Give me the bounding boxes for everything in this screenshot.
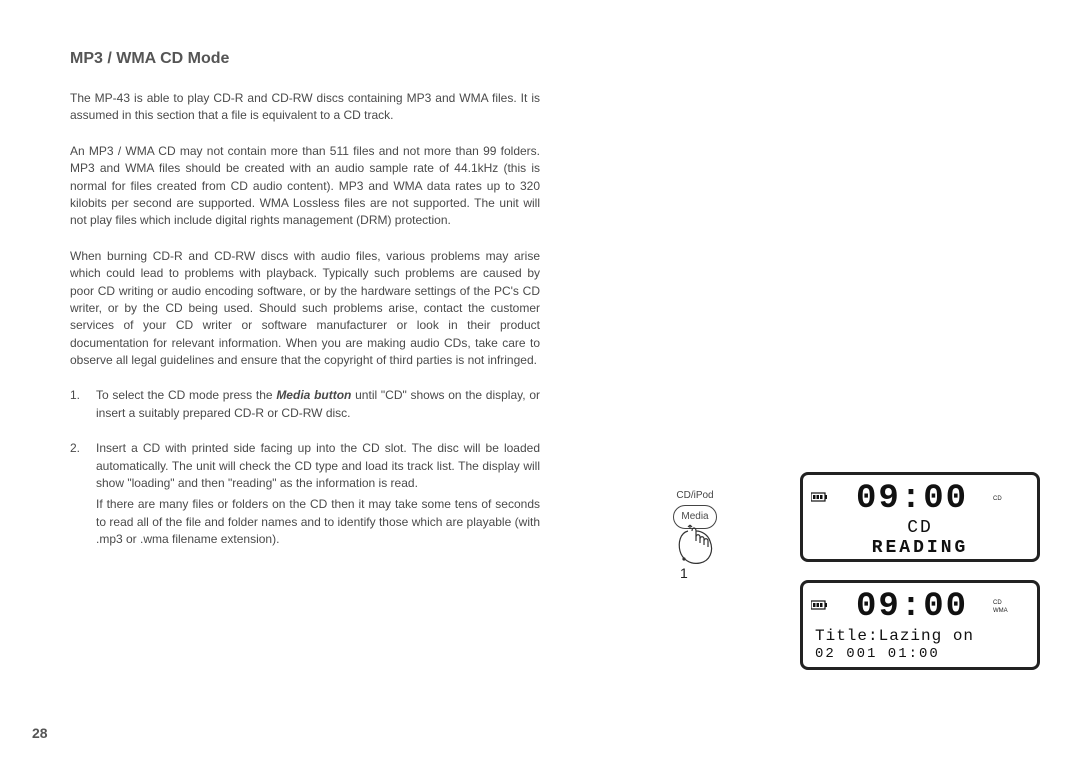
lcd2-time: 09:00 (831, 590, 993, 624)
step-1: 1. To select the CD mode press the Media… (70, 387, 540, 422)
media-button-top-label: CD/iPod (630, 490, 760, 501)
lcd1-line1: CD (811, 519, 1029, 539)
section-heading: MP3 / WMA CD Mode (70, 50, 540, 68)
lcd1-indicator: CD (993, 495, 1029, 503)
lcd1-line2: READING (811, 539, 1029, 559)
step-2: 2. Insert a CD with printed side facing … (70, 440, 540, 548)
figure-step-number: 1 (680, 565, 688, 581)
page-number: 28 (32, 725, 48, 741)
lcd2-line2: 02 001 01:00 (811, 646, 1029, 663)
step-1-text: To select the CD mode press the Media bu… (96, 387, 540, 422)
intro-paragraph-3: When burning CD-R and CD-RW discs with a… (70, 248, 540, 370)
lcd1-time: 09:00 (831, 482, 993, 516)
media-button-figure: CD/iPod Media 1 (630, 490, 760, 569)
step-2-text-a: Insert a CD with printed side facing up … (96, 440, 540, 492)
lcd2-line1: Title:Lazing on (811, 627, 1029, 646)
media-button-ref: Media button (276, 388, 351, 402)
step-2-number: 2. (70, 440, 96, 548)
step-2-text-b: If there are many files or folders on th… (96, 496, 540, 548)
battery-icon (811, 490, 831, 508)
battery-icon (811, 598, 831, 616)
intro-paragraph-1: The MP-43 is able to play CD-R and CD-RW… (70, 90, 540, 125)
pointing-hand-icon: 1 (630, 523, 760, 569)
lcd-display-1: 09:00 CD CD READING (800, 472, 1040, 562)
intro-paragraph-2: An MP3 / WMA CD may not contain more tha… (70, 143, 540, 230)
lcd-display-2: 09:00 CDWMA Title:Lazing on 02 001 01:00 (800, 580, 1040, 670)
lcd2-indicator: CDWMA (993, 599, 1029, 616)
step-1-number: 1. (70, 387, 96, 422)
